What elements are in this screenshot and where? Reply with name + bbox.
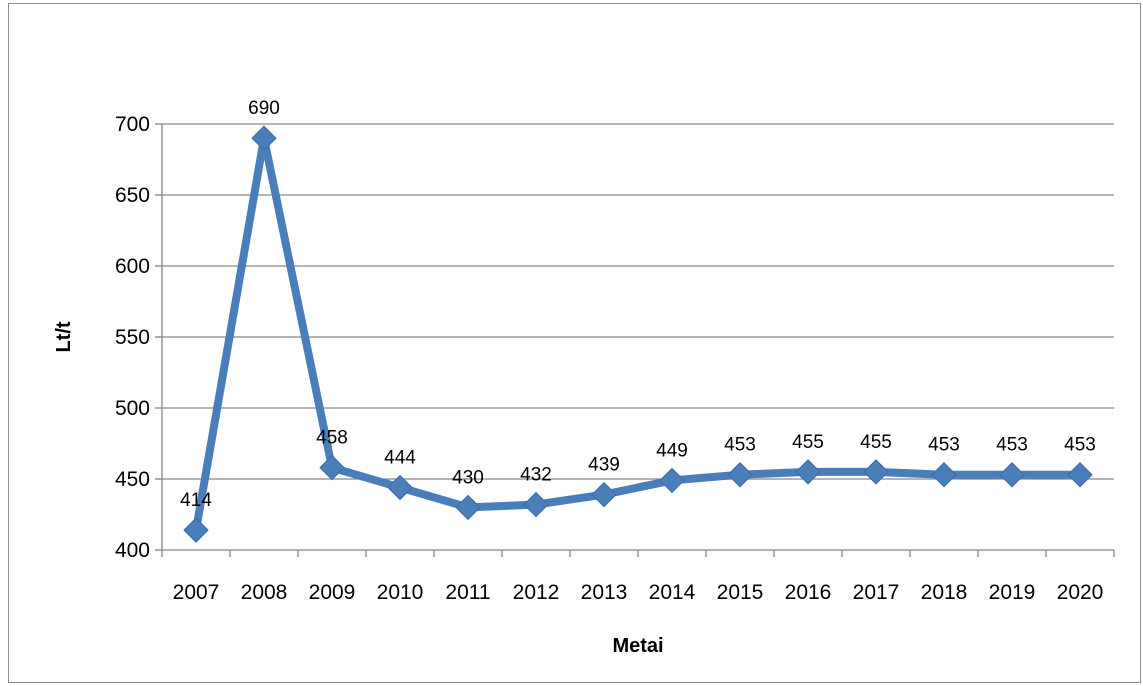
x-tick-label: 2016 — [785, 581, 832, 604]
x-axis-title: Metai — [612, 635, 663, 657]
x-tick-label: 2012 — [513, 581, 560, 604]
data-label: 432 — [520, 465, 552, 486]
data-label: 455 — [860, 432, 892, 453]
x-tick-label: 2017 — [853, 581, 900, 604]
y-tick-label: 500 — [115, 397, 150, 420]
data-point-marker — [999, 462, 1025, 488]
data-labels: 414 690 458 444 430 432 439 449 453 455 455 453 453 4… — [180, 98, 1096, 511]
data-point-marker — [319, 454, 345, 481]
data-point-marker — [591, 481, 617, 508]
x-tick-label: 2007 — [173, 581, 220, 604]
y-tick-label: 700 — [115, 113, 150, 136]
y-tick-label: 550 — [115, 326, 150, 349]
x-tick-label: 2015 — [717, 581, 764, 604]
data-point-marker — [1067, 462, 1093, 488]
data-point-marker — [659, 467, 685, 494]
gridlines — [162, 123, 1114, 480]
x-tick-label: 2019 — [989, 581, 1036, 604]
data-point-marker — [795, 459, 821, 485]
data-point-marker — [251, 125, 277, 151]
data-label: 458 — [316, 428, 348, 449]
data-label: 453 — [928, 435, 960, 456]
data-point-marker — [455, 494, 481, 521]
data-point-marker — [863, 459, 889, 485]
x-tick-label: 2014 — [649, 581, 696, 604]
data-label: 430 — [452, 467, 484, 488]
x-axis-ticks: 2007 2008 2009 2010 2011 2012 2013 2014 2015 2016… — [173, 581, 1104, 604]
data-point-marker — [183, 517, 209, 543]
data-label: 453 — [724, 435, 756, 456]
x-tick-label: 2011 — [445, 581, 490, 604]
y-tick-label: 650 — [115, 184, 150, 207]
data-label: 449 — [656, 440, 688, 461]
y-tick-label: 450 — [115, 468, 150, 491]
data-label: 455 — [792, 432, 824, 453]
data-point-marker — [523, 491, 549, 518]
data-label: 453 — [1064, 435, 1096, 456]
data-label: 439 — [588, 455, 620, 476]
y-axis-title: Lt/t — [53, 321, 75, 352]
series-markers — [183, 125, 1093, 543]
data-label: 414 — [180, 490, 212, 511]
y-tick-label: 400 — [115, 539, 150, 562]
x-tick-label: 2013 — [581, 581, 628, 604]
data-point-marker — [387, 474, 413, 501]
y-tick-label: 600 — [115, 255, 150, 278]
data-label: 453 — [996, 435, 1028, 456]
data-label: 690 — [248, 98, 280, 119]
data-point-marker — [727, 462, 753, 488]
x-tick-label: 2010 — [377, 581, 424, 604]
chart-frame — [8, 3, 1141, 683]
x-tick-label: 2020 — [1057, 581, 1104, 604]
x-tick-label: 2009 — [309, 581, 356, 604]
x-tick-label: 2008 — [241, 581, 288, 604]
axes — [155, 123, 1115, 557]
y-axis-ticks: 400 450 500 550 600 650 700 — [115, 113, 150, 562]
x-tick-label: 2018 — [921, 581, 968, 604]
data-point-marker — [931, 462, 957, 488]
data-label: 444 — [384, 448, 416, 469]
